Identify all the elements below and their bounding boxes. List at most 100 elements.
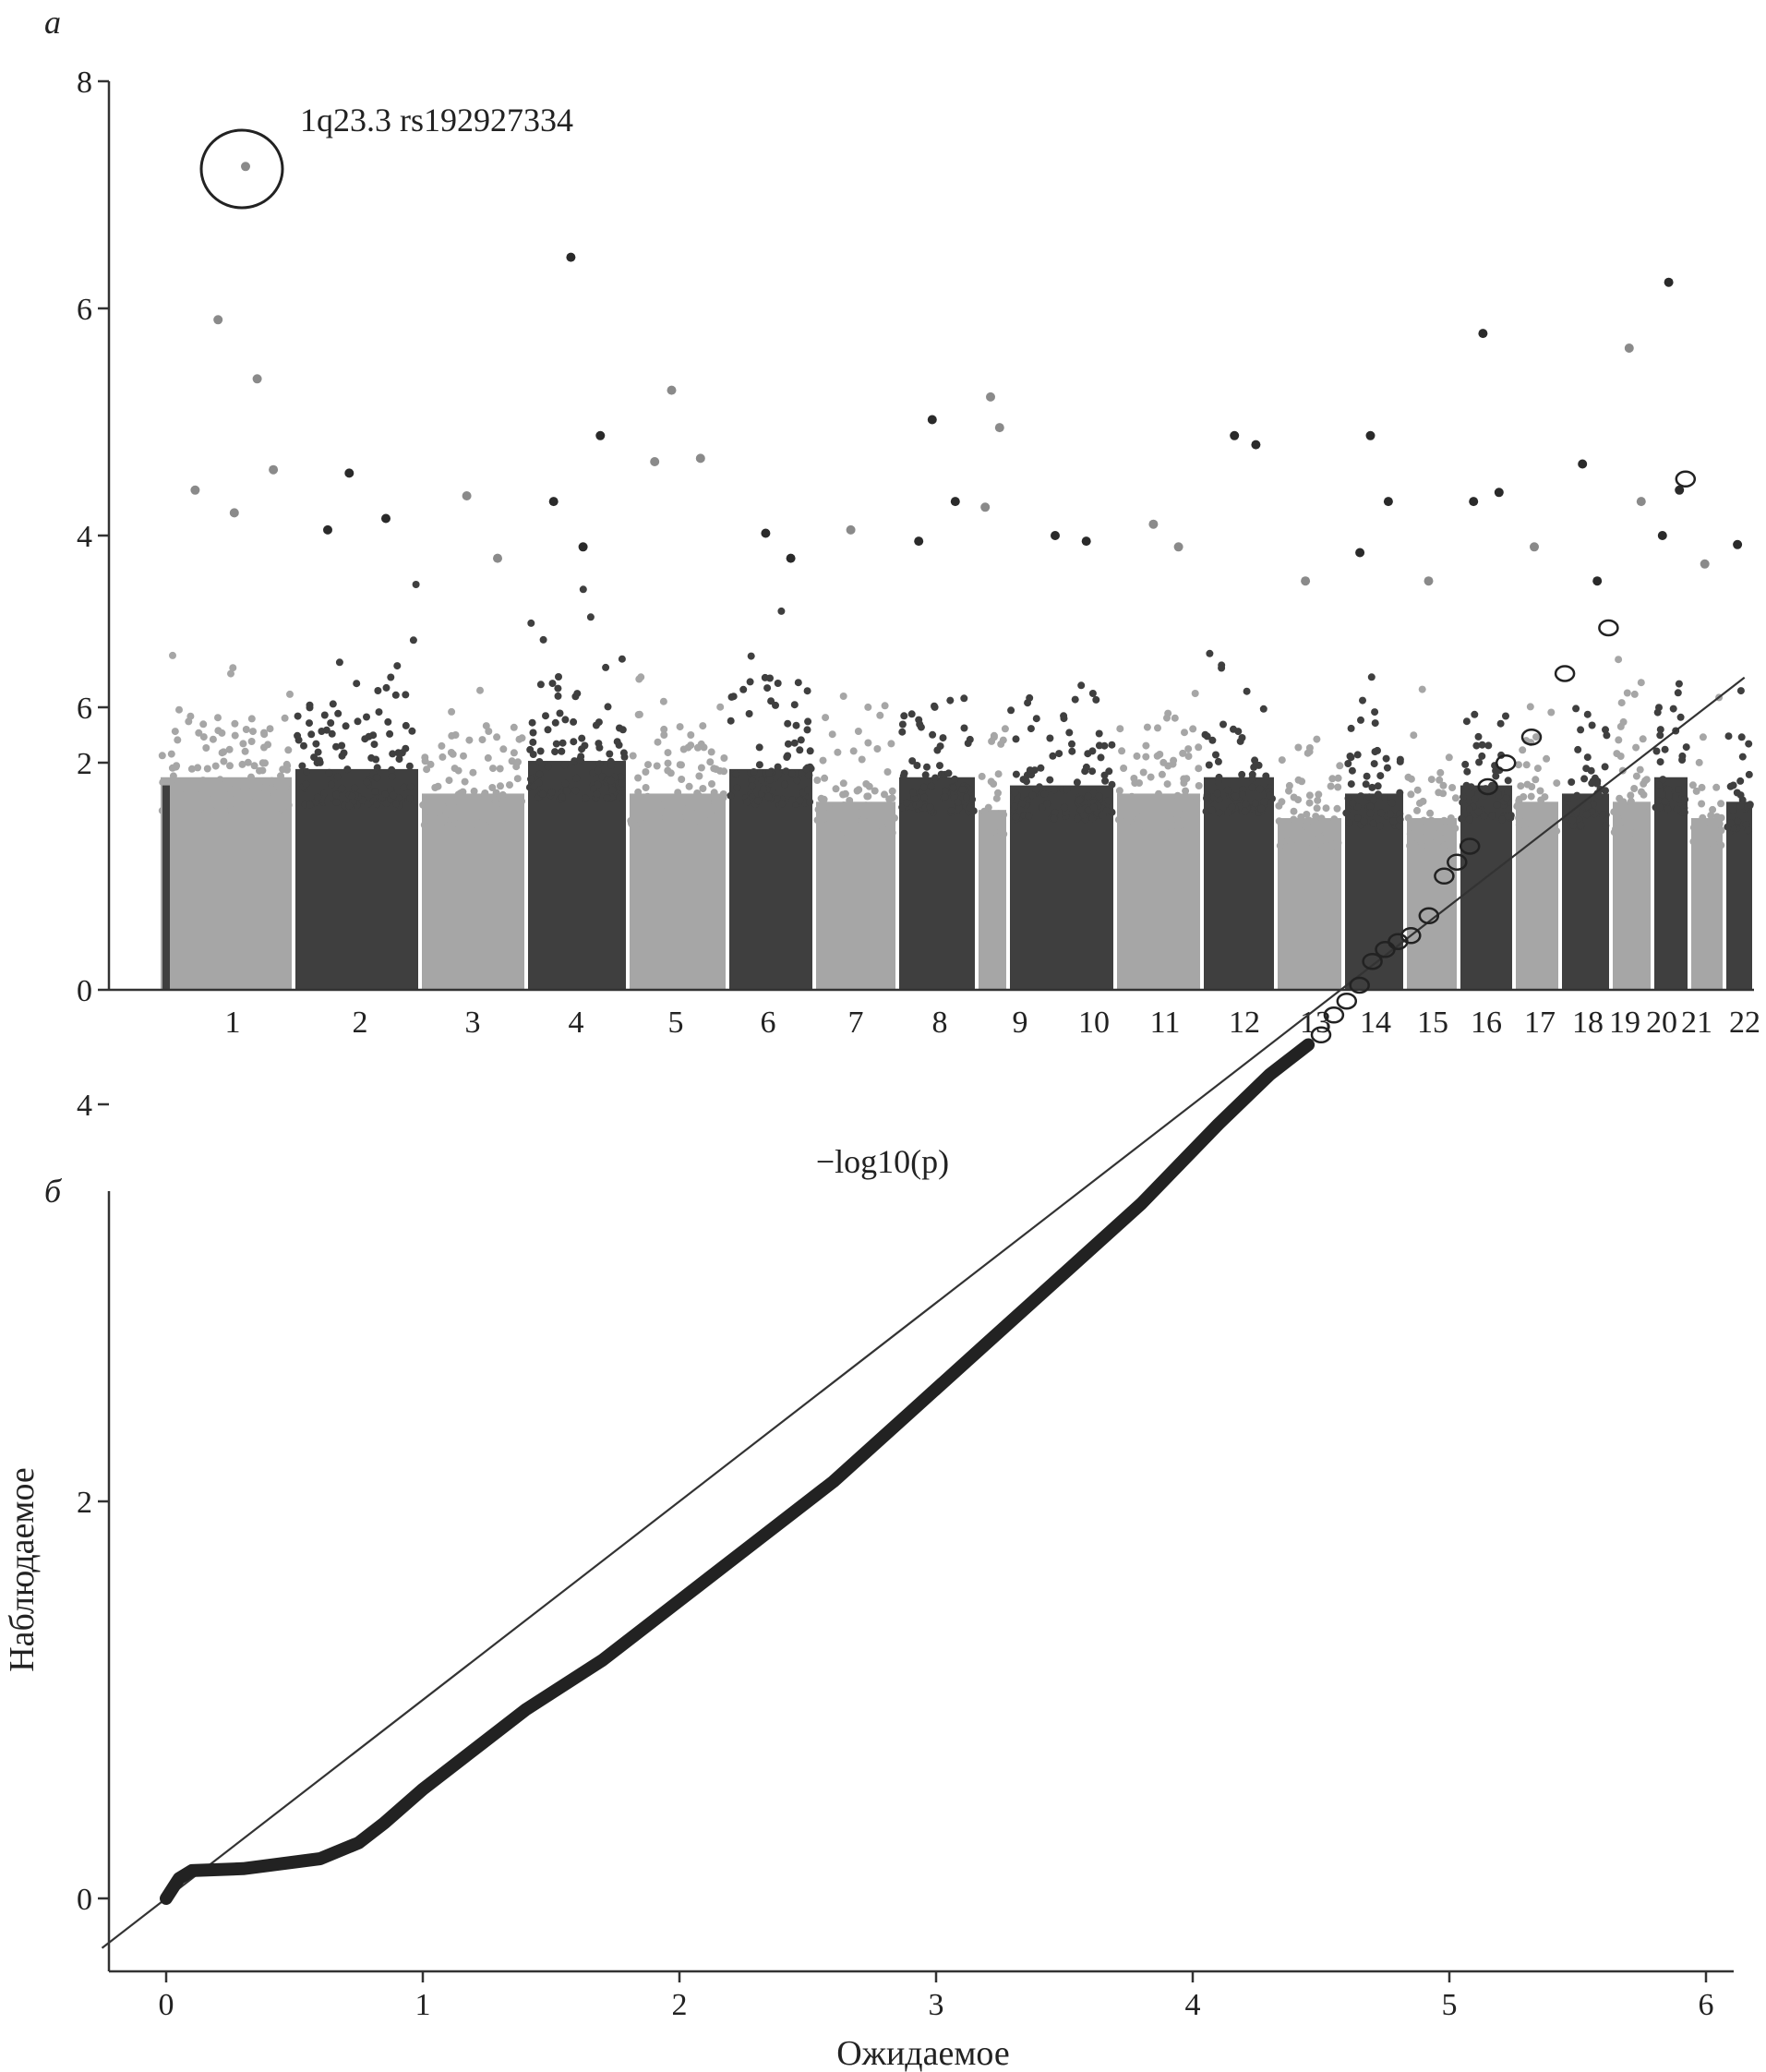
snp-point [527,775,535,783]
snp-point [1603,731,1611,740]
snp-point [1736,791,1745,800]
snp-point [1639,735,1647,743]
peak-point [1636,497,1646,507]
snp-point [1532,802,1541,811]
snp-point [1396,810,1404,818]
peak-point [190,485,200,495]
snp-point [527,619,535,627]
snp-point [1583,753,1592,762]
snp-point [449,750,457,758]
snp-point [179,808,187,816]
snp-point [1583,802,1592,811]
snp-point [1532,776,1540,784]
snp-point [1717,800,1725,808]
snp-point [814,805,823,813]
snp-point [1371,708,1379,717]
snp-point [858,755,866,764]
snp-point [748,776,756,784]
snp-point [818,828,826,837]
snp-point [343,765,352,774]
snp-point [916,800,924,808]
snp-point [1088,747,1097,755]
snp-point [1215,809,1223,817]
snp-point [1727,819,1736,827]
x-ticks-b: 0 1 2 3 4 5 6 [159,1971,1714,2022]
snp-point [1675,680,1683,688]
snp-point [980,807,989,815]
snp-point [1410,731,1418,740]
snp-point [282,760,291,768]
snp-point [261,759,269,767]
snp-point [994,810,1003,818]
snp-point [866,816,874,825]
snp-point [1348,766,1356,775]
snp-point [1420,816,1428,825]
snp-point [1276,841,1284,849]
snp-point [247,807,256,815]
snp-point [434,782,442,790]
snp-point [282,799,290,807]
snp-point [294,731,302,740]
snp-point [547,789,556,797]
snp-point [747,652,755,660]
x-tick-label: 0 [159,1988,174,2022]
snp-point [1187,822,1195,830]
snp-point [261,783,270,790]
snp-point [1089,789,1098,798]
snp-point [1123,816,1130,825]
snp-point [1699,829,1707,837]
snp-point [1011,802,1019,811]
chromosome-10 [1007,681,1116,990]
snp-point [1736,801,1745,810]
snp-point [244,758,252,766]
snp-point [658,808,667,816]
snp-point [668,813,677,821]
snp-point [233,803,241,812]
snp-point [1480,812,1488,820]
snp-point [242,726,250,733]
snp-point [755,743,763,752]
snp-point [1315,833,1324,840]
qq-axes [107,1191,1734,1973]
snp-point [881,790,888,799]
snp-point [1426,809,1435,817]
snp-point [1707,812,1715,820]
snp-point [493,733,501,741]
peak-point [927,415,937,425]
snp-point [1275,817,1283,825]
snp-point [983,836,991,844]
snp-point [1448,784,1457,791]
snp-point [1543,754,1551,763]
snp-point [898,803,907,812]
snp-point [777,607,786,615]
snp-point [858,802,866,811]
x-tick-label: 6 [1699,1988,1714,2022]
snp-point [699,815,706,824]
snp-point [1154,724,1161,732]
snp-point [1734,817,1742,825]
snp-point [1413,806,1421,814]
snp-point [941,792,949,801]
snp-point [1303,820,1311,828]
snp-point [1564,795,1571,802]
snp-point [1347,724,1355,732]
snp-point [839,779,847,788]
snp-point [333,773,342,781]
snp-point [1243,687,1251,695]
snp-point [312,740,320,748]
snp-point [1408,835,1416,843]
snp-point [448,707,456,716]
peak-point [1578,459,1588,469]
snp-point [917,723,925,731]
snp-point [1322,804,1330,813]
snp-point [382,683,390,692]
snp-point [214,714,222,722]
snp-point [1049,752,1057,760]
snp-point [497,782,504,790]
snp-point [766,674,774,682]
snp-point [1362,780,1370,789]
snp-point [211,762,220,770]
peak-point [786,553,796,563]
snp-point [167,750,175,758]
